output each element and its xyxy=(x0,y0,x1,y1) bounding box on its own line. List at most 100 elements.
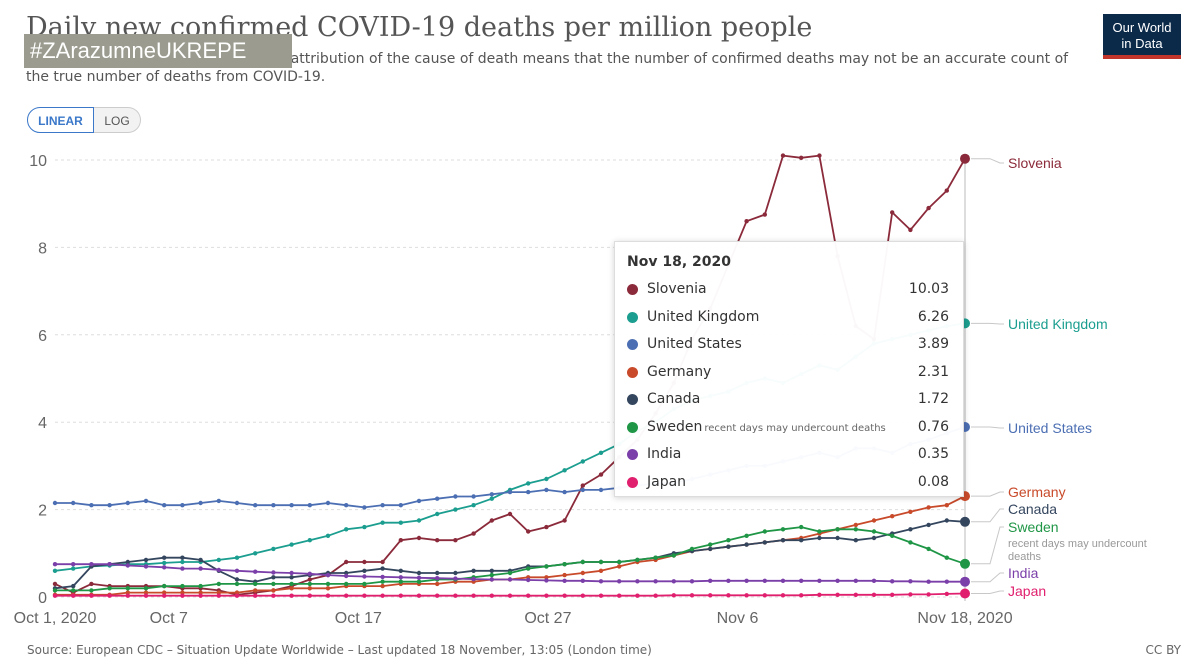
legend-dot-icon xyxy=(627,339,638,350)
series-point xyxy=(817,535,822,541)
series-point xyxy=(908,540,913,545)
logo-line-2: in Data xyxy=(1121,36,1163,51)
log-scale-button[interactable]: LOG xyxy=(94,107,141,133)
series-point xyxy=(507,570,513,576)
series-point xyxy=(817,578,822,583)
series-point xyxy=(562,489,567,495)
series-point xyxy=(689,593,695,598)
series-point xyxy=(271,593,276,598)
series-point xyxy=(471,503,476,508)
end-label-india: India xyxy=(1008,565,1039,581)
series-point xyxy=(344,581,349,587)
series-point xyxy=(180,566,185,571)
series-point xyxy=(380,579,385,584)
series-point xyxy=(762,540,767,545)
series-point xyxy=(653,555,658,560)
series-point xyxy=(435,496,440,501)
series-point xyxy=(562,518,567,523)
series-point xyxy=(289,593,294,598)
series-point xyxy=(598,593,604,598)
our-world-in-data-logo[interactable]: Our World in Data xyxy=(1103,14,1181,59)
series-point xyxy=(890,514,895,519)
series-point xyxy=(817,592,822,597)
tooltip-series-note: recent days may undercount deaths xyxy=(704,422,886,434)
series-point xyxy=(162,503,167,508)
end-labels: Slovenia United Kingdom United States Germa… xyxy=(971,155,1147,599)
series-point xyxy=(344,573,349,579)
series-point xyxy=(253,551,258,556)
series-point xyxy=(635,579,640,584)
x-tick-label: Nov 18, 2020 xyxy=(917,610,1012,627)
series-point xyxy=(344,527,349,532)
series-point xyxy=(507,511,513,517)
series-point xyxy=(580,570,585,576)
series-point xyxy=(708,542,713,547)
series-point xyxy=(890,533,895,538)
series-india[interactable] xyxy=(52,562,970,587)
series-point xyxy=(416,570,422,576)
legend-dot-icon xyxy=(627,394,638,405)
tooltip-series-value: 1.72 xyxy=(917,391,949,407)
end-label-leader xyxy=(971,158,1004,164)
series-point xyxy=(489,496,494,501)
series-point xyxy=(143,593,149,598)
source-note: Source: European CDC – Situation Update … xyxy=(27,643,652,657)
tooltip-date: Nov 18, 2020 xyxy=(627,254,731,270)
series-point xyxy=(253,581,258,587)
series-point xyxy=(234,593,240,598)
series-point xyxy=(671,579,676,584)
series-point xyxy=(289,586,294,591)
series-point xyxy=(89,562,94,567)
series-point xyxy=(453,494,458,499)
series-point xyxy=(453,593,458,598)
series-point xyxy=(125,559,130,565)
series-point xyxy=(853,527,858,532)
license-link[interactable]: CC BY xyxy=(1145,643,1181,657)
series-point xyxy=(180,559,185,565)
series-point xyxy=(598,472,604,477)
series-point xyxy=(234,581,240,587)
end-label-leader xyxy=(971,508,1004,523)
series-point xyxy=(435,570,440,576)
series-point xyxy=(744,593,749,598)
series-japan[interactable] xyxy=(52,588,970,599)
end-label-leader xyxy=(971,322,1004,325)
series-point xyxy=(544,593,549,598)
series-point xyxy=(780,538,786,543)
series-point xyxy=(544,575,549,580)
series-point xyxy=(307,577,312,582)
series-point xyxy=(489,572,494,578)
linear-scale-button[interactable]: LINEAR xyxy=(27,107,94,133)
legend-dot-icon xyxy=(627,311,638,323)
series-point xyxy=(143,564,149,569)
series-point xyxy=(871,578,877,583)
series-point xyxy=(416,575,422,580)
tooltip-row: Slovenia 10.03 xyxy=(627,280,949,300)
series-point xyxy=(253,588,258,593)
series-point xyxy=(580,483,585,488)
series-point xyxy=(598,579,604,584)
series-sweden[interactable] xyxy=(52,524,970,593)
series-point xyxy=(871,592,877,597)
series-point xyxy=(416,498,422,504)
series-point xyxy=(325,572,331,578)
series-point xyxy=(835,578,840,583)
series-point xyxy=(944,188,949,193)
end-label-united-kingdom: United Kingdom xyxy=(1008,316,1108,332)
series-point xyxy=(344,503,349,508)
series-point xyxy=(635,593,640,598)
series-point xyxy=(71,500,76,506)
series-point xyxy=(162,555,167,560)
series-point xyxy=(526,481,531,486)
y-tick-label: 4 xyxy=(38,415,47,432)
series-point xyxy=(671,553,676,558)
tooltip-series-value: 0.35 xyxy=(917,446,949,462)
series-point xyxy=(871,518,877,523)
series-point xyxy=(617,593,622,598)
series-point xyxy=(890,210,895,215)
series-point xyxy=(908,509,913,514)
series-point xyxy=(435,576,440,581)
series-point xyxy=(344,559,349,565)
series-point xyxy=(125,586,130,591)
series-point xyxy=(580,578,585,583)
